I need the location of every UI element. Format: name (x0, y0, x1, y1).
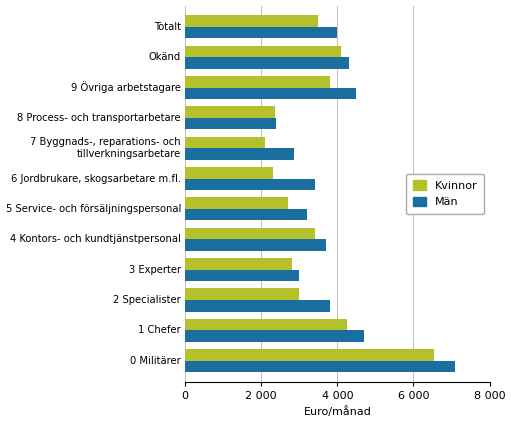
Bar (185, 76, 330, 88)
Bar (185, 288, 299, 300)
Bar (185, 330, 364, 342)
Bar (185, 57, 349, 69)
Legend: Kvinnor, Män: Kvinnor, Män (406, 173, 484, 214)
Bar (185, 239, 326, 251)
Bar (185, 118, 276, 129)
Bar (185, 361, 455, 372)
Bar (185, 106, 274, 118)
Bar (185, 137, 265, 148)
Bar (185, 319, 347, 330)
Bar (185, 209, 307, 220)
Bar (185, 258, 292, 269)
Bar (185, 269, 299, 281)
Bar (185, 300, 330, 311)
X-axis label: Euro/månad: Euro/månad (304, 407, 371, 418)
Bar (185, 198, 288, 209)
Bar (185, 349, 434, 361)
Bar (185, 228, 315, 239)
Bar (185, 148, 294, 160)
Bar (185, 15, 318, 27)
Bar (185, 167, 273, 179)
Bar (185, 179, 315, 190)
Bar (185, 46, 341, 57)
Bar (185, 27, 337, 38)
Bar (185, 88, 356, 99)
